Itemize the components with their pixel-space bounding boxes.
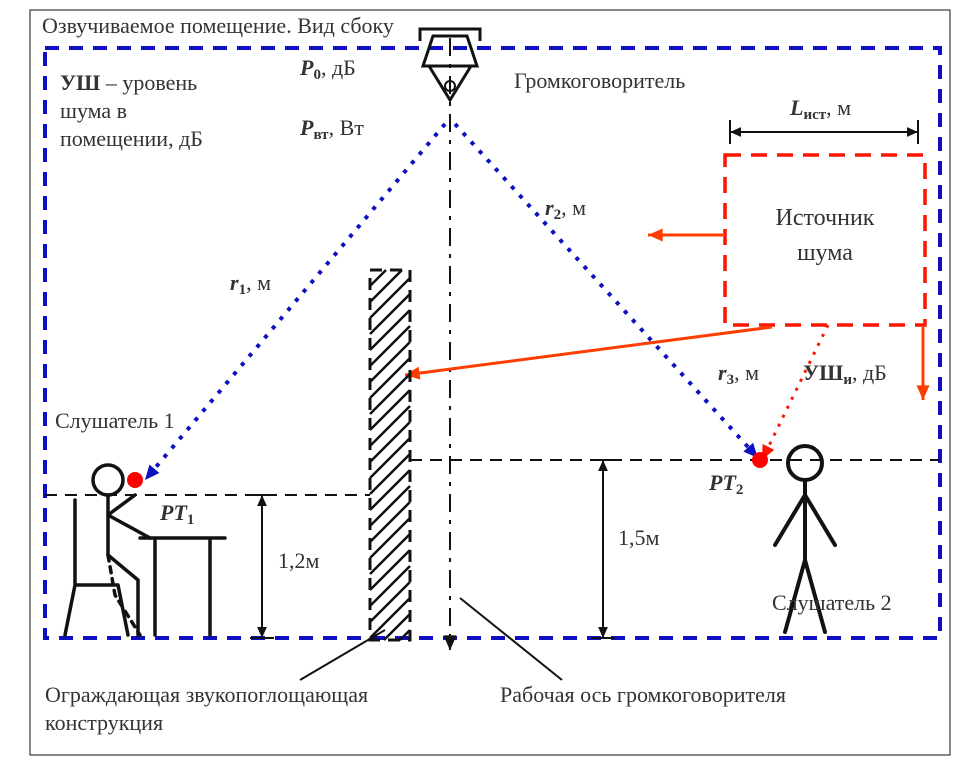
pvt-label: Pвт, Вт bbox=[299, 115, 364, 143]
svg-text:шума: шума bbox=[797, 240, 853, 266]
dim-12-label: 1,2м bbox=[278, 548, 320, 573]
barrier-caption: Ограждающая звукопоглощающая bbox=[45, 682, 368, 707]
svg-text:шума в: шума в bbox=[60, 98, 127, 123]
axis-caption: Рабочая ось громкоговорителя bbox=[500, 682, 786, 707]
r2-label: r2, м bbox=[545, 195, 586, 223]
listener-1-label: Слушатель 1 bbox=[55, 408, 175, 433]
point-rt2 bbox=[752, 452, 768, 468]
dim-15-label: 1,5м bbox=[618, 525, 660, 550]
ush-label: УШ – уровень bbox=[60, 70, 197, 95]
speaker-label: Громкоговоритель bbox=[514, 68, 685, 93]
p0-label: P0, дБ bbox=[299, 55, 356, 83]
r1-label: r1, м bbox=[230, 270, 271, 298]
noise-source-label: Источник bbox=[776, 205, 875, 231]
point-rt1 bbox=[127, 472, 143, 488]
svg-text:помещении, дБ: помещении, дБ bbox=[60, 126, 203, 151]
listener-2-label: Слушатель 2 bbox=[772, 590, 892, 615]
svg-text:конструкция: конструкция bbox=[45, 710, 163, 735]
r3-label: r3, м bbox=[718, 360, 759, 388]
title: Озвучиваемое помещение. Вид сбоку bbox=[42, 13, 394, 38]
